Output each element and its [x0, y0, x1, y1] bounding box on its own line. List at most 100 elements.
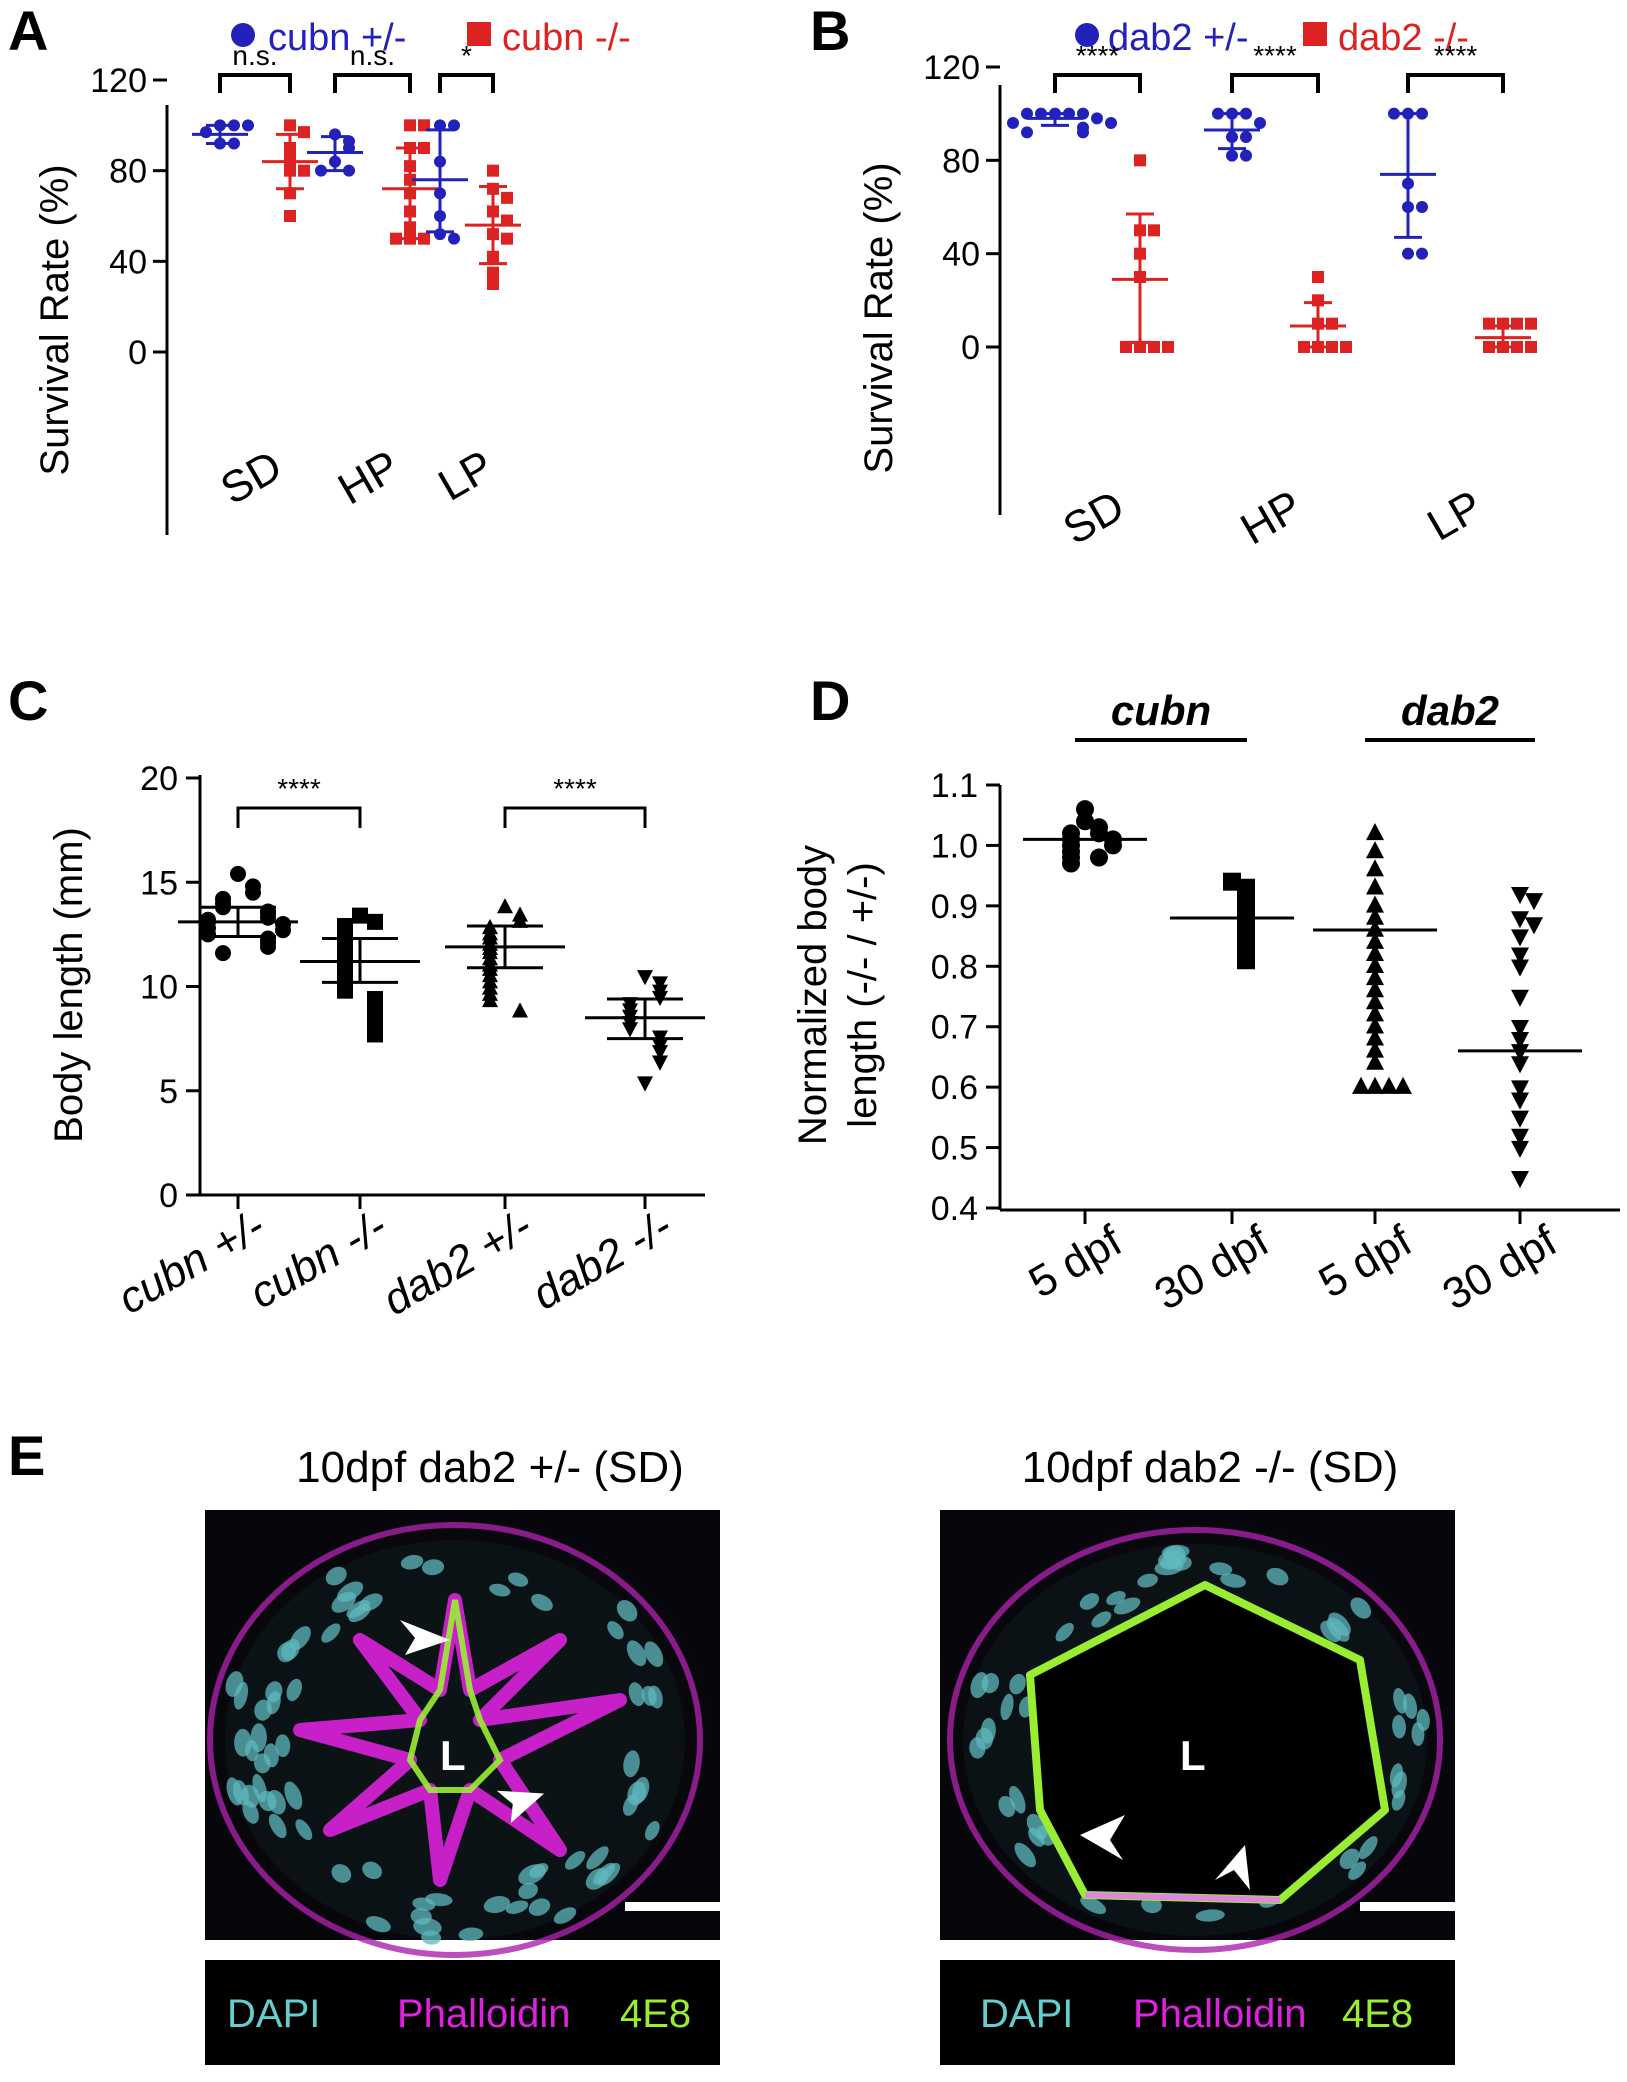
- micro-left-arrowhead-1: [400, 1620, 450, 1655]
- data-point: [1511, 947, 1529, 965]
- data-point: [1063, 107, 1075, 120]
- data-point: [1366, 1052, 1384, 1070]
- x-category-label: LP: [1419, 481, 1490, 550]
- data-point: [1312, 271, 1324, 283]
- data-point: [367, 1026, 383, 1043]
- data-point: [343, 164, 355, 177]
- data-point: [434, 210, 446, 222]
- data-point: [1483, 317, 1495, 330]
- data-point: [404, 205, 416, 218]
- nucleus: [362, 1861, 382, 1880]
- data-point: [1366, 841, 1384, 859]
- data-group-LP-mut: [465, 164, 521, 290]
- nucleus: [400, 1554, 424, 1570]
- nucleus: [528, 1898, 551, 1916]
- data-point: [404, 160, 416, 173]
- panel-e: E 10dpf dab2 +/- (SD) L DAPI Phalloidin …: [8, 1424, 1465, 2065]
- data-point: [1021, 126, 1033, 139]
- data-group-cubn +/-: [178, 865, 298, 962]
- data-point: [1366, 955, 1384, 974]
- data-point: [1148, 224, 1160, 237]
- x-category-label: SD: [213, 441, 290, 514]
- data-point: [501, 232, 513, 245]
- data-point: [487, 164, 499, 177]
- panel-d-y-ticks: 0.4 0.5 0.6 0.7 0.8 0.9 1.0 1.1: [931, 767, 1000, 1228]
- micro-right-arrowhead-1: [1080, 1815, 1125, 1860]
- data-point: [228, 119, 240, 132]
- nucleus: [1220, 1573, 1246, 1588]
- data-point: [1076, 812, 1094, 831]
- data-point: [1148, 341, 1160, 353]
- data-group-HP-het: [1204, 107, 1266, 162]
- panel-d-y-title-line2: length (-/- / +/-): [841, 862, 885, 1128]
- data-point: [230, 865, 246, 882]
- nucleus: [321, 1623, 341, 1643]
- nucleus: [1009, 1673, 1026, 1695]
- data-point: [1388, 107, 1400, 120]
- data-point: [390, 232, 402, 245]
- x-category-label: 30 dpf: [1435, 1216, 1566, 1320]
- nucleus: [1028, 1827, 1045, 1847]
- data-point: [1007, 117, 1019, 129]
- micro-left-legend-dapi: DAPI: [227, 1992, 320, 2036]
- data-point: [329, 155, 341, 168]
- data-point: [1366, 919, 1384, 937]
- data-point: [512, 912, 528, 928]
- data-point: [1240, 131, 1252, 143]
- panel-a-y-ticks: 0 40 80 120: [90, 62, 167, 372]
- panel-d: D 0.4 0.5 0.6 0.7 0.8 0.9 1.0 1.1 cubn dab2 5 dp…: [791, 669, 1620, 1320]
- nucleus: [234, 1728, 252, 1757]
- data-point: [1240, 149, 1252, 162]
- data-point: [1091, 112, 1103, 125]
- nucleus: [331, 1591, 357, 1613]
- data-point: [1525, 341, 1537, 353]
- nucleus: [1348, 1861, 1367, 1880]
- nucleus: [284, 1781, 303, 1810]
- data-point: [1090, 824, 1108, 843]
- data-point: [367, 913, 383, 930]
- y-tick-label: 80: [109, 153, 147, 191]
- data-point: [1312, 341, 1324, 353]
- data-point: [434, 119, 446, 132]
- legend-b-mut-label: dab2 -/-: [1338, 17, 1469, 59]
- data-point: [404, 232, 416, 245]
- data-point: [487, 228, 499, 241]
- data-point: [1416, 247, 1428, 260]
- panel-b-points: [1007, 107, 1537, 353]
- nucleus: [585, 1868, 609, 1890]
- data-group-dab2-5 dpf: [1313, 822, 1437, 1094]
- data-point: [1212, 107, 1224, 120]
- nucleus: [289, 1626, 311, 1651]
- y-tick-label: 0.8: [931, 948, 978, 986]
- data-point: [1525, 893, 1543, 911]
- data-point: [1511, 1092, 1529, 1110]
- significance-label: n.s.: [232, 40, 277, 71]
- data-group-SD-het: [192, 119, 254, 150]
- nucleus: [648, 1685, 663, 1709]
- data-group-cubn -/-: [300, 907, 420, 1043]
- data-point: [448, 232, 460, 245]
- nucleus: [489, 1583, 511, 1597]
- panel-d-gene-groups: cubn dab2: [1075, 687, 1535, 742]
- micro-left-legend-phalloidin: Phalloidin: [397, 1992, 570, 2036]
- data-point: [215, 899, 231, 916]
- micro-left-scalebar: [625, 1902, 730, 1911]
- y-tick-label: 15: [140, 864, 178, 902]
- data-point: [1511, 1140, 1529, 1158]
- nucleus: [421, 1559, 445, 1576]
- significance-label: n.s.: [350, 40, 395, 71]
- data-point: [1511, 1056, 1529, 1074]
- data-point: [652, 976, 668, 992]
- y-tick-label: 40: [109, 243, 147, 281]
- data-point: [1326, 341, 1338, 353]
- micro-right-scalebar: [1360, 1902, 1465, 1911]
- panel-a-letter: A: [8, 0, 48, 62]
- nucleus: [1416, 1708, 1430, 1731]
- data-point: [1240, 107, 1252, 120]
- nucleus: [627, 1781, 647, 1806]
- y-tick-label: 1.0: [931, 827, 978, 865]
- nucleus: [458, 1927, 484, 1941]
- y-tick-label: 10: [140, 969, 178, 1007]
- nucleus: [286, 1678, 302, 1702]
